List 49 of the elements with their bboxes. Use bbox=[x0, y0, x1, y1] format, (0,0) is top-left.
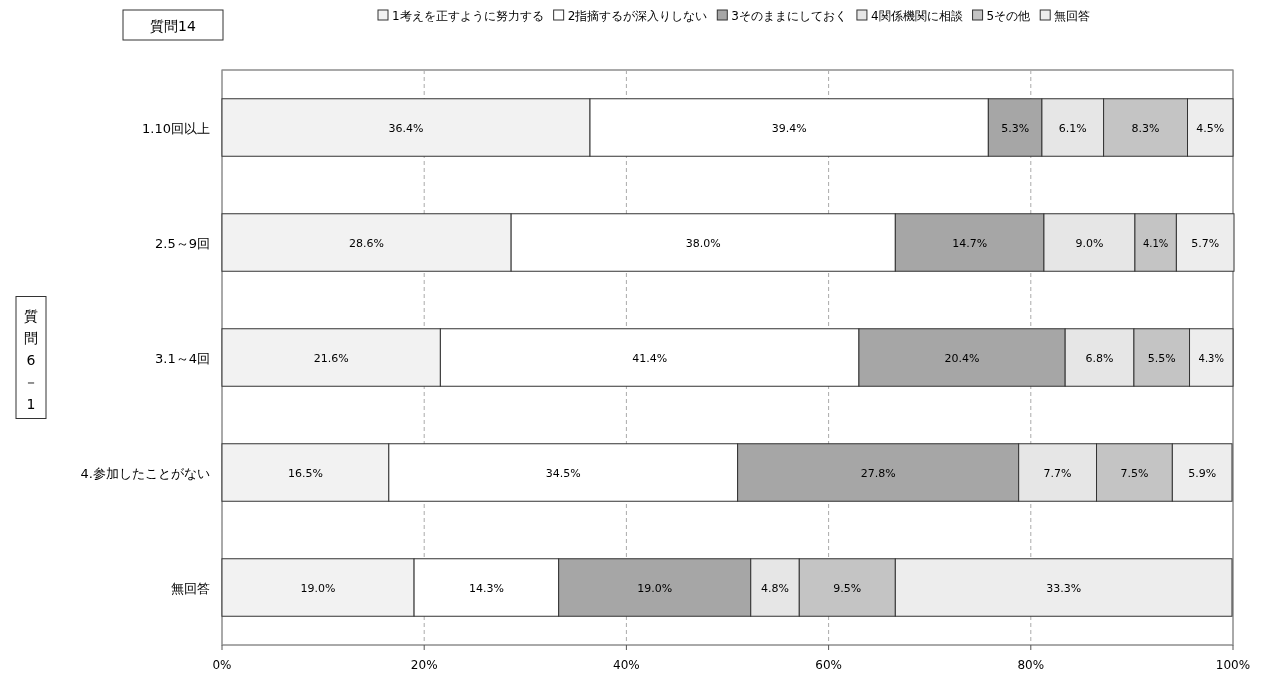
y-tick-label: 無回答 bbox=[171, 580, 210, 596]
x-tick-label: 0% bbox=[212, 658, 232, 672]
x-tick-label: 20% bbox=[410, 658, 438, 672]
legend-label: 3そのままにしておく bbox=[731, 9, 847, 23]
data-label: 41.4% bbox=[632, 351, 668, 365]
data-label: 16.5% bbox=[287, 466, 323, 480]
data-label: 5.3% bbox=[1001, 121, 1030, 135]
legend-label: 無回答 bbox=[1054, 9, 1091, 23]
x-tick-label: 40% bbox=[613, 658, 640, 672]
legend-label: 1考えを正すように努力する bbox=[392, 9, 544, 23]
data-label: 9.0% bbox=[1075, 236, 1104, 250]
y-tick-label: 4.参加したことがない bbox=[80, 465, 210, 481]
data-label: 4.3% bbox=[1198, 352, 1224, 364]
data-label: 14.7% bbox=[952, 236, 988, 250]
data-label: 5.7% bbox=[1191, 236, 1220, 250]
data-label: 28.6% bbox=[349, 236, 385, 250]
legend-label: 4関係機関に相談 bbox=[870, 9, 963, 23]
y-tick-label: 1.10回以上 bbox=[142, 120, 210, 136]
data-label: 4.1% bbox=[1142, 237, 1169, 249]
data-label: 4.5% bbox=[1196, 121, 1225, 135]
data-label: 9.5% bbox=[833, 581, 862, 595]
data-label: 7.5% bbox=[1120, 466, 1149, 480]
data-label: 6.1% bbox=[1058, 121, 1087, 135]
x-tick-label: 100% bbox=[1215, 658, 1251, 672]
data-label: 8.3% bbox=[1131, 121, 1160, 135]
data-label: 14.3% bbox=[468, 581, 504, 595]
data-label: 39.4% bbox=[771, 121, 807, 135]
data-label: 36.4% bbox=[388, 121, 424, 135]
data-label: 34.5% bbox=[545, 466, 581, 480]
data-label: 6.8% bbox=[1085, 351, 1114, 365]
data-label: 20.4% bbox=[944, 351, 980, 365]
data-label: 5.9% bbox=[1188, 466, 1217, 480]
data-label: 27.8% bbox=[860, 466, 896, 480]
data-label: 21.6% bbox=[313, 351, 349, 365]
legend-label: 2指摘するが深入りしない bbox=[567, 9, 708, 23]
data-label: 19.0% bbox=[637, 581, 673, 595]
x-tick-label: 80% bbox=[1017, 658, 1045, 672]
data-label: 38.0% bbox=[685, 236, 721, 250]
y-tick-label: 2.5～9回 bbox=[155, 235, 210, 251]
data-label: 5.5% bbox=[1147, 351, 1176, 365]
x-tick-label: 60% bbox=[815, 658, 842, 672]
legend-label: 5その他 bbox=[986, 9, 1031, 23]
y-tick-label: 3.1～4回 bbox=[155, 350, 210, 366]
data-label: 19.0% bbox=[300, 581, 336, 595]
chart-title: 質問14 bbox=[150, 18, 196, 34]
data-label: 33.3% bbox=[1046, 581, 1082, 595]
data-label: 7.7% bbox=[1043, 466, 1072, 480]
y-axis-title: 質問6－1 bbox=[24, 307, 38, 412]
data-label: 4.8% bbox=[761, 581, 789, 595]
